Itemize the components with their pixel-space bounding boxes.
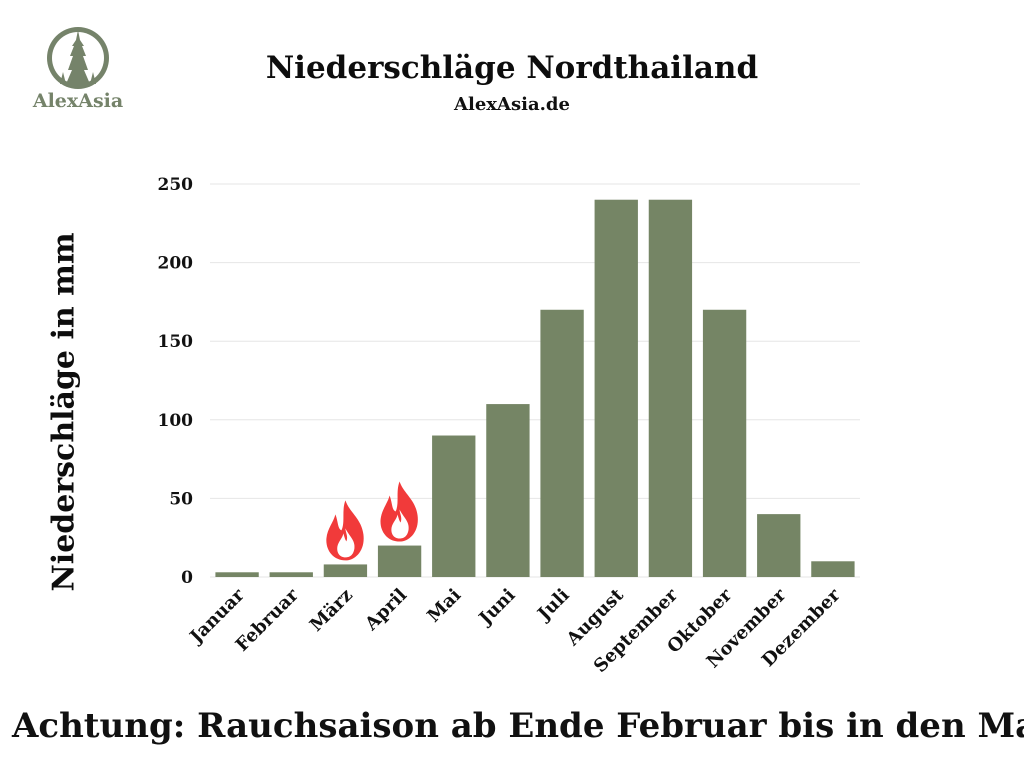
y-tick-label: 100 — [158, 411, 194, 431]
x-tick-label: April — [360, 585, 411, 636]
bar — [540, 309, 584, 577]
x-tick-label: Juli — [532, 585, 573, 626]
bar — [594, 199, 638, 577]
bar — [757, 514, 801, 577]
logo: AlexAsia — [26, 24, 130, 116]
fire-icon — [326, 500, 364, 561]
bar — [323, 564, 368, 577]
logo-text: AlexAsia — [32, 90, 124, 112]
chart-subtitle: AlexAsia.de — [454, 94, 570, 115]
x-tick-label: Juni — [474, 585, 520, 631]
bar — [377, 545, 422, 577]
bar — [269, 572, 313, 577]
bar — [702, 309, 747, 577]
smoke-season-note: Achtung: Rauchsaison ab Ende Februar bis… — [12, 706, 1024, 746]
x-tick-label: Mai — [423, 585, 465, 627]
y-tick-label: 250 — [158, 175, 194, 195]
x-tick-label: März — [306, 585, 357, 636]
y-tick-label: 0 — [181, 568, 193, 588]
fire-icon — [380, 481, 418, 542]
y-tick-label: 150 — [158, 332, 194, 352]
y-tick-label: 50 — [169, 489, 193, 509]
temple-icon — [47, 27, 109, 89]
bar — [811, 561, 855, 577]
y-tick-label: 200 — [158, 254, 194, 274]
chart-title: Niederschläge Nordthailand — [265, 50, 759, 86]
bar — [215, 572, 259, 577]
bar — [432, 435, 476, 577]
bar — [648, 199, 693, 577]
bar — [486, 404, 530, 577]
